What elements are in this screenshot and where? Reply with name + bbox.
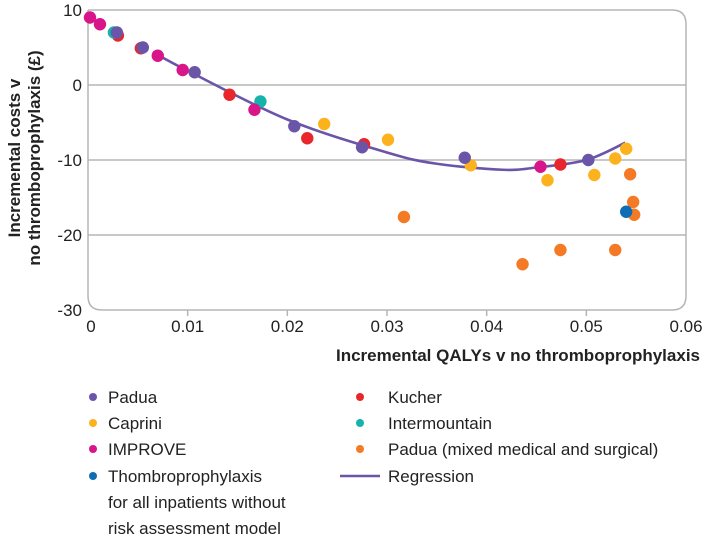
data-point <box>83 11 97 24</box>
legend-marker <box>356 445 364 453</box>
data-point <box>136 41 150 54</box>
grid-lines <box>88 84 686 236</box>
data-point <box>588 168 601 182</box>
regression-line <box>152 50 626 172</box>
data-point <box>609 243 622 257</box>
legend-marker <box>89 445 97 453</box>
data-point <box>188 66 201 79</box>
x-tick-label: 0.01 <box>171 317 204 336</box>
legend-label: risk assessment model <box>108 519 281 538</box>
data-point <box>554 243 567 257</box>
legend-label: Regression <box>388 467 474 486</box>
data-point <box>248 103 261 116</box>
legend-label: Thombroprophylaxis <box>108 467 262 486</box>
legend-label: Caprini <box>108 414 162 433</box>
x-tick-label: 0.05 <box>570 317 603 336</box>
legend-label: for all inpatients without <box>108 493 286 512</box>
data-point <box>223 88 236 101</box>
data-point <box>554 158 567 171</box>
svg-text:Incremental costs v: Incremental costs v <box>5 78 24 237</box>
data-point <box>110 26 124 39</box>
x-tick-label: 0.02 <box>271 317 304 336</box>
svg-text:no thromboprophylaxis (£): no thromboprophylaxis (£) <box>25 50 44 265</box>
data-point <box>355 141 369 154</box>
data-point <box>609 152 622 165</box>
y-tick-label: 10 <box>63 1 82 20</box>
data-point <box>381 133 395 146</box>
data-point <box>516 258 529 271</box>
data-point <box>397 210 411 224</box>
legend-marker <box>89 472 97 480</box>
data-point <box>541 174 554 187</box>
plot-frame <box>87 9 687 311</box>
legend: Padua Caprini IMPROVE Thombroprophylaxis for… <box>89 388 658 538</box>
y-tick-label: -20 <box>57 226 82 245</box>
y-tick-label: -10 <box>57 151 82 170</box>
y-tick-label: -30 <box>57 301 82 320</box>
x-axis-ticks: 0 0.01 0.02 0.03 0.04 0.05 0.06 <box>86 310 703 336</box>
x-tick-label: 0.03 <box>370 317 403 336</box>
y-tick-label: 0 <box>73 76 82 95</box>
data-point <box>534 160 547 173</box>
legend-label: Padua (mixed medical and surgical) <box>388 440 658 459</box>
data-point <box>93 18 107 31</box>
data-point <box>288 120 301 133</box>
legend-label: Kucher <box>388 388 442 407</box>
legend-marker <box>89 419 97 427</box>
data-point <box>623 168 637 181</box>
data-point <box>318 117 331 131</box>
legend-marker <box>89 393 97 401</box>
data-point <box>176 63 189 77</box>
data-points <box>83 11 641 271</box>
x-tick-label: 0 <box>86 317 95 336</box>
data-point <box>582 153 595 167</box>
data-point <box>458 151 471 164</box>
x-tick-label: 0.06 <box>669 317 702 336</box>
y-axis-title: Incremental costs v no thromboprophylaxi… <box>5 50 44 265</box>
legend-label: Padua <box>108 388 158 407</box>
x-axis-title: Incremental QALYs v no thromboprophylaxi… <box>336 346 700 365</box>
data-point <box>151 49 164 62</box>
data-point <box>626 195 640 209</box>
data-point <box>620 142 633 155</box>
data-point <box>620 205 633 218</box>
data-point <box>301 132 314 145</box>
legend-marker <box>356 393 364 401</box>
y-axis-ticks: 10 0 -10 -20 -30 <box>57 1 82 320</box>
legend-marker <box>356 419 364 427</box>
legend-label: Intermountain <box>388 414 492 433</box>
legend-label: IMPROVE <box>108 440 186 459</box>
x-tick-label: 0.04 <box>470 317 503 336</box>
